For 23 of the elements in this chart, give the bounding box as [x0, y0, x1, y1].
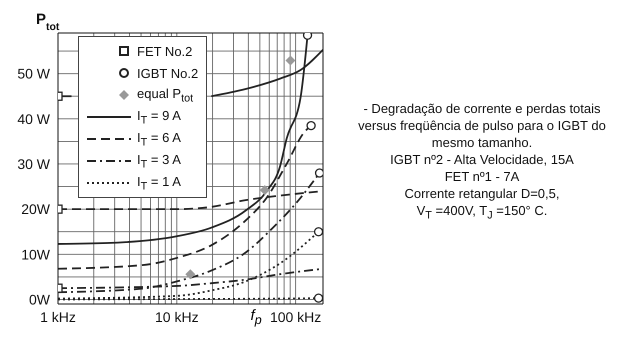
y-tick-label: 0W — [29, 291, 51, 308]
legend-label: FET No.2 — [137, 44, 192, 58]
y-axis-title: P$_{tot}$ — [36, 11, 60, 33]
text: IGBT nº2 - Alta Velocidade, 15A — [389, 151, 575, 168]
legend-label: IGBT No.2 — [137, 66, 198, 80]
x-tick-label: 100 kHz — [270, 308, 322, 325]
y-tick-label: 20W — [21, 201, 51, 218]
text: Corrente retangular D=0,5, — [403, 185, 560, 202]
x-tick-label: 10 kHz — [155, 308, 199, 325]
legend-label: I$_{T}$ = 1 A — [137, 174, 181, 192]
text: FET nº1 - 7A — [444, 168, 520, 185]
y-tick-label: 10W — [21, 246, 51, 262]
y-tick-label: 30 W — [17, 156, 51, 172]
y-tick-label: 50 W — [17, 66, 51, 82]
legend-label: I$_{T}$ = 9 A — [137, 108, 181, 126]
legend-label: I$_{T}$ = 3 A — [137, 152, 181, 170]
text: - Degradação de corrente e perdas totais versus freqüência de pulso para o IGBT do mesmo tamanho. — [357, 100, 607, 151]
y-tick-label: 40 W — [17, 110, 51, 127]
legend-label: I$_{T}$ = 6 A — [137, 130, 181, 148]
x-tick-label: 1 kHz — [40, 308, 76, 325]
text: V$_{T}$ =400V, T$_{J}$ =150° C. — [416, 202, 548, 224]
legend-label: equal P$_{tot}$ — [137, 86, 194, 104]
x-axis-title: f$_{p}$ — [250, 307, 262, 327]
